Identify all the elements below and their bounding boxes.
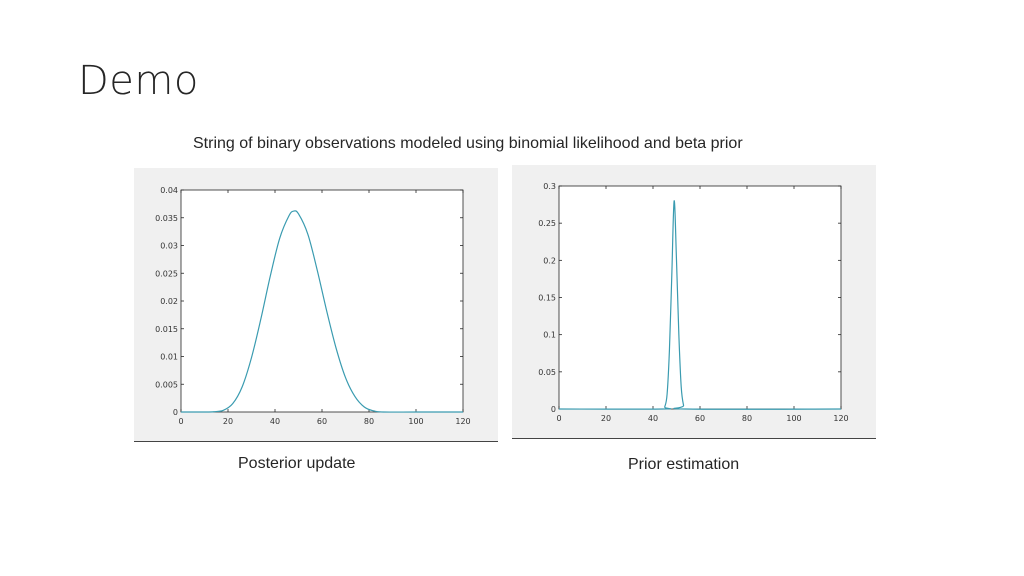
- x-tick-label: 0: [556, 414, 561, 423]
- y-tick-label: 0: [551, 405, 556, 414]
- posterior-caption: Posterior update: [238, 455, 356, 472]
- series-line: [180, 210, 463, 413]
- y-tick-label: 0.1: [543, 331, 556, 340]
- y-tick-label: 0.03: [160, 242, 178, 251]
- x-tick-label: 120: [833, 414, 848, 423]
- x-tick-label: 80: [364, 417, 374, 426]
- y-tick-label: 0.035: [155, 214, 178, 223]
- prior-chart: 0 20 40 60 80 100 120 0 0.05 0.1 0.15 0.2 0.25 0.3: [538, 182, 848, 423]
- y-tick-label: 0.04: [160, 186, 178, 195]
- x-tick-label: 0: [178, 417, 183, 426]
- y-tick-label: 0.05: [538, 368, 556, 377]
- y-tick-label: 0.2: [543, 256, 556, 265]
- slide-subtitle: String of binary observations modeled us…: [193, 135, 743, 152]
- x-tick-label: 60: [695, 414, 705, 423]
- x-tick-label: 40: [270, 417, 280, 426]
- x-tick-label: 60: [317, 417, 327, 426]
- prior-chart-panel: 0 20 40 60 80 100 120 0 0.05 0.1 0.15 0.2 0.25 0.3: [512, 165, 876, 439]
- posterior-chart-panel: 0 20 40 60 80 100 120 0 0.005 0.01 0.015 0.02 0.025 0…: [134, 168, 498, 442]
- y-tick-label: 0.01: [160, 353, 178, 362]
- x-tick-label: 120: [455, 417, 470, 426]
- plot-area: [558, 185, 842, 410]
- y-tick-label: 0: [173, 408, 178, 417]
- y-tick-label: 0.25: [538, 219, 556, 228]
- y-tick-label: 0.005: [155, 380, 178, 389]
- y-tick-label: 0.02: [160, 297, 178, 306]
- x-tick-label: 40: [648, 414, 658, 423]
- x-tick-label: 100: [786, 414, 801, 423]
- x-tick-label: 20: [223, 417, 233, 426]
- y-tick-label: 0.025: [155, 269, 178, 278]
- slide-title: Demo: [78, 58, 199, 104]
- y-tick-label: 0.015: [155, 325, 178, 334]
- x-tick-label: 20: [601, 414, 611, 423]
- x-tick-label: 80: [742, 414, 752, 423]
- x-tick-label: 100: [408, 417, 423, 426]
- series-line: [558, 200, 842, 410]
- y-tick-label: 0.3: [543, 182, 556, 191]
- prior-caption: Prior estimation: [628, 456, 740, 473]
- posterior-chart: 0 20 40 60 80 100 120 0 0.005 0.01 0.015 0.02 0.025 0…: [155, 186, 471, 426]
- y-tick-label: 0.15: [538, 294, 556, 303]
- plot-area: [180, 189, 464, 413]
